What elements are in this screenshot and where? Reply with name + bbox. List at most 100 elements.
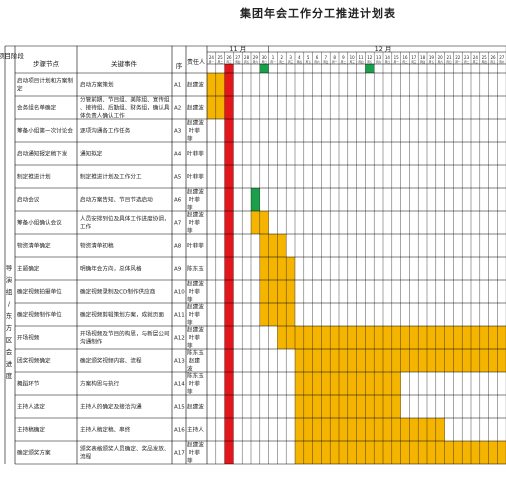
seq-cell-9: A10 bbox=[174, 290, 185, 296]
progress-cell-r10-d7 bbox=[268, 303, 278, 326]
weekday-6: 周日 bbox=[262, 60, 268, 64]
progress-cell-r13-d11 bbox=[303, 372, 313, 395]
progress-cell-r15-d19 bbox=[374, 418, 383, 441]
progress-cell-r12-d25 bbox=[427, 349, 436, 372]
seq-cell-12: A13 bbox=[174, 359, 185, 365]
task-cell-16: 确定颁奖方案 bbox=[17, 449, 51, 457]
task-cell-13: 舞蹈环节 bbox=[17, 380, 40, 388]
day-number-10: 4 bbox=[298, 55, 301, 60]
header-month-dec: 12 月 bbox=[375, 45, 392, 53]
progress-cell-r15-d26 bbox=[435, 418, 445, 441]
weekday-12: 周六 bbox=[314, 60, 320, 64]
progress-cell-r12-d32 bbox=[488, 349, 498, 372]
day-number-23: 17 bbox=[411, 55, 417, 60]
seq-cell-15: A16 bbox=[174, 428, 185, 434]
progress-cell-r11-d19 bbox=[374, 326, 383, 349]
day-number-18: 12 bbox=[367, 55, 373, 60]
progress-cell-r15-d24 bbox=[418, 418, 427, 441]
progress-cell-r16-d14 bbox=[330, 441, 339, 464]
day-number-22: 16 bbox=[402, 55, 408, 60]
progress-cell-r16-d22 bbox=[400, 441, 410, 464]
progress-cell-r15-d10 bbox=[295, 418, 304, 441]
progress-cell-r11-d30 bbox=[471, 326, 480, 349]
event-cell-15: 主持人稿定稿、串终 bbox=[80, 426, 131, 434]
day-number-19: 13 bbox=[376, 55, 382, 60]
seq-cell-2: A3 bbox=[174, 129, 182, 135]
seq-cell-7: A8 bbox=[174, 244, 182, 250]
task-cell-8: 主题确定 bbox=[17, 265, 40, 273]
progress-cell-r12-d12 bbox=[312, 349, 322, 372]
weekday-26: 周六 bbox=[438, 60, 444, 64]
progress-cell-r15-d15 bbox=[339, 418, 348, 441]
day-number-26: 20 bbox=[438, 55, 444, 60]
progress-cell-r16-d23 bbox=[409, 441, 419, 464]
progress-cell-r15-d23 bbox=[409, 418, 419, 441]
owner-cell-9: 赵建波 叶菲菲 bbox=[187, 279, 204, 303]
event-cell-8: 明确年会方向，总体风格 bbox=[80, 265, 142, 273]
seq-cell-8: A9 bbox=[174, 267, 182, 273]
progress-cell-r10-d8 bbox=[277, 303, 287, 326]
progress-cell-r15-d25 bbox=[427, 418, 436, 441]
progress-cell-r12-d11 bbox=[303, 349, 313, 372]
task-cell-4: 制定推进计划 bbox=[17, 173, 51, 181]
progress-cell-r11-d32 bbox=[488, 326, 498, 349]
day-number-8: 2 bbox=[281, 55, 284, 60]
progress-cell-r14-d16 bbox=[347, 395, 357, 418]
task-cell-11: 开场视频 bbox=[17, 334, 40, 342]
header-milestone-0 bbox=[259, 64, 269, 73]
day-number-31: 25 bbox=[482, 55, 488, 60]
task-cell-3: 启动通知报定稿下发 bbox=[17, 150, 68, 158]
progress-cell-r11-d18 bbox=[365, 326, 375, 349]
weekday-11: 周五 bbox=[306, 60, 312, 64]
seq-cell-16: A17 bbox=[174, 451, 185, 457]
owner-cell-4: 叶菲菲 bbox=[187, 173, 204, 181]
progress-cell-r12-d22 bbox=[400, 349, 410, 372]
day-number-12: 6 bbox=[316, 55, 319, 60]
task-cell-15: 主持稿确定 bbox=[17, 426, 45, 434]
header-event: 关键事件 bbox=[111, 59, 138, 68]
day-number-5: 29 bbox=[253, 55, 259, 60]
progress-cell-r16-d19 bbox=[374, 441, 383, 464]
progress-cell-r11-d31 bbox=[479, 326, 489, 349]
progress-cell-r14-d21 bbox=[391, 395, 401, 418]
day-number-6: 30 bbox=[262, 55, 268, 60]
progress-cell-r16-d25 bbox=[427, 441, 436, 464]
weekday-1: 周二 bbox=[218, 60, 224, 64]
progress-cell-r11-d25 bbox=[427, 326, 436, 349]
progress-cell-r10-d9 bbox=[286, 303, 295, 326]
progress-cell-r16-d26 bbox=[435, 441, 445, 464]
weekday-14: 周一 bbox=[332, 60, 338, 64]
day-number-32: 26 bbox=[490, 55, 496, 60]
seq-cell-1: A2 bbox=[174, 106, 181, 112]
seq-cell-6: A7 bbox=[174, 221, 182, 227]
progress-cell-r1-d1 bbox=[215, 96, 225, 119]
progress-cell-r11-d26 bbox=[435, 326, 445, 349]
progress-cell-r16-d31 bbox=[479, 441, 489, 464]
progress-cell-r11-d20 bbox=[383, 326, 392, 349]
progress-cell-r9-d7 bbox=[268, 280, 278, 303]
progress-cell-r11-d16 bbox=[347, 326, 357, 349]
weekday-25: 周五 bbox=[429, 60, 435, 64]
owner-cell-7: 叶菲菲 bbox=[187, 242, 204, 250]
progress-cell-r12-d27 bbox=[444, 349, 454, 372]
progress-cell-r11-d11 bbox=[303, 326, 313, 349]
seq-cell-0: A1 bbox=[174, 83, 181, 89]
seq-cell-4: A5 bbox=[174, 175, 182, 181]
day-number-13: 7 bbox=[325, 55, 328, 60]
progress-cell-r15-d21 bbox=[391, 418, 401, 441]
day-number-28: 22 bbox=[455, 55, 461, 60]
header-milestone-1 bbox=[365, 64, 375, 73]
day-number-3: 27 bbox=[235, 55, 241, 60]
progress-cell-r14-d15 bbox=[339, 395, 348, 418]
progress-cell-r15-d18 bbox=[365, 418, 375, 441]
progress-cell-r16-d24 bbox=[418, 441, 427, 464]
progress-cell-r11-d24 bbox=[418, 326, 427, 349]
seq-cell-11: A12 bbox=[174, 336, 185, 342]
weekday-21: 周一 bbox=[394, 60, 400, 64]
progress-cell-r11-d33 bbox=[497, 326, 506, 349]
progress-cell-r13-d20 bbox=[383, 372, 392, 395]
progress-cell-r13-d10 bbox=[295, 372, 304, 395]
progress-cell-r16-d30 bbox=[471, 441, 480, 464]
weekday-13: 周日 bbox=[323, 60, 329, 64]
